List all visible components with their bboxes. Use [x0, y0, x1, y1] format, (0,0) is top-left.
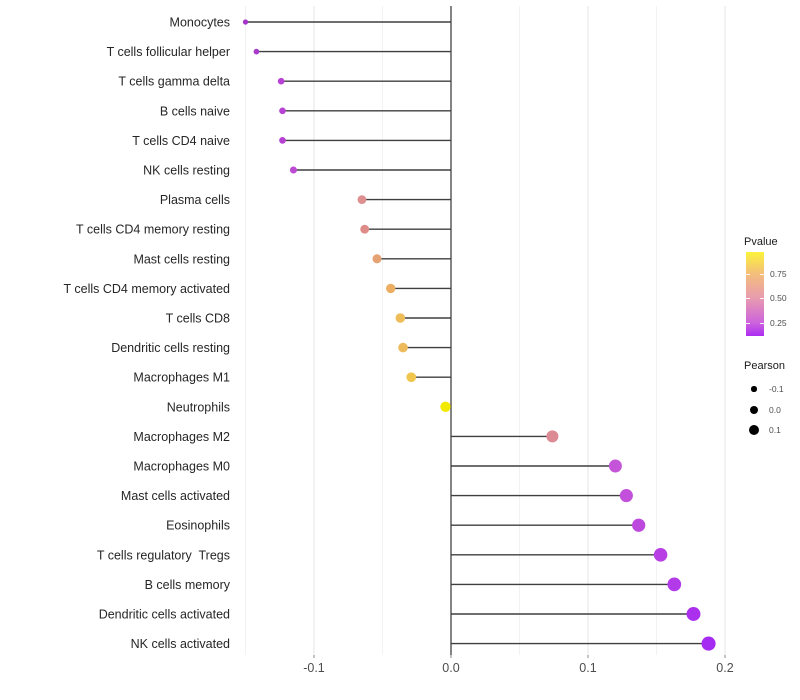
y-axis-label: Mast cells activated [121, 489, 230, 503]
pearson-legend-item: 0.1 [746, 422, 781, 438]
y-axis-label: Dendritic cells resting [111, 341, 230, 355]
data-point [619, 489, 633, 503]
y-axis-label: T cells CD4 naive [132, 134, 230, 148]
pearson-legend-title: Pearson [744, 360, 785, 372]
data-point [242, 19, 249, 25]
data-point [701, 636, 716, 651]
pvalue-bar-tick-mark [760, 298, 764, 300]
y-axis-label: Macrophages M2 [133, 430, 230, 444]
data-point [653, 548, 668, 562]
pvalue-tick-label: 0.75 [770, 269, 787, 279]
pvalue-bar-tick-mark [760, 274, 764, 275]
data-point [406, 372, 417, 383]
data-point [357, 195, 367, 204]
y-axis-label: NK cells resting [143, 164, 230, 178]
data-point [395, 313, 406, 323]
y-axis-label: Macrophages M1 [133, 371, 230, 385]
data-point [372, 254, 382, 264]
pearson-legend-dot [748, 424, 760, 436]
pvalue-tick-label: 0.25 [770, 318, 787, 328]
pvalue-tick-label: 0.50 [770, 293, 787, 303]
data-point [632, 518, 646, 532]
pearson-legend-item: 0.0 [746, 402, 781, 418]
y-axis-label: Neutrophils [167, 400, 230, 414]
data-point [253, 48, 260, 55]
pearson-legend-dot [751, 386, 757, 392]
x-tick-label: 0.0 [442, 661, 459, 675]
y-axis-label: Macrophages M0 [133, 460, 230, 474]
data-point [279, 107, 286, 115]
y-axis-label: T cells follicular helper [107, 45, 230, 59]
pearson-legend-label: 0.1 [769, 425, 781, 435]
data-point [667, 577, 682, 592]
pearson-legend-label: 0.0 [769, 405, 781, 415]
y-axis-label: T cells CD4 memory activated [64, 282, 231, 296]
pvalue-bar-tick-mark [746, 274, 750, 275]
pearson-legend-label: -0.1 [769, 384, 784, 394]
data-point [398, 342, 408, 353]
data-point [440, 401, 451, 412]
y-axis-label: Plasma cells [160, 193, 230, 207]
y-axis-label: Eosinophils [166, 519, 230, 533]
pearson-legend-dot [749, 405, 759, 415]
data-point [289, 166, 297, 174]
y-axis-label: B cells memory [145, 578, 231, 592]
x-tick-label: 0.1 [579, 661, 596, 675]
data-point [386, 283, 396, 294]
pvalue-gradient-bar [746, 252, 764, 336]
pvalue-bar-tick-mark [746, 322, 750, 324]
y-axis-label: Dendritic cells activated [99, 608, 230, 622]
data-point [279, 137, 286, 144]
data-point [686, 607, 701, 621]
y-axis-label: T cells CD4 memory resting [76, 223, 230, 237]
y-axis-label: T cells gamma delta [118, 75, 230, 89]
data-point [277, 77, 285, 85]
y-axis-label: T cells regulatory Tregs [97, 548, 230, 562]
y-axis-label: T cells CD8 [166, 312, 230, 326]
pearson-legend-item: -0.1 [746, 381, 784, 397]
x-tick-label: -0.1 [303, 661, 325, 675]
data-point [608, 459, 622, 473]
pvalue-bar-tick-mark [746, 298, 750, 300]
data-point [546, 430, 559, 443]
data-point [360, 224, 370, 234]
pvalue-legend-title: Pvalue [744, 236, 778, 248]
y-axis-label: B cells naive [160, 104, 230, 118]
pvalue-bar-tick-mark [760, 322, 764, 324]
y-axis-label: NK cells activated [131, 637, 230, 651]
y-axis-label: Mast cells resting [133, 252, 230, 266]
x-tick-label: 0.2 [716, 661, 733, 675]
y-axis-label: Monocytes [170, 16, 230, 30]
